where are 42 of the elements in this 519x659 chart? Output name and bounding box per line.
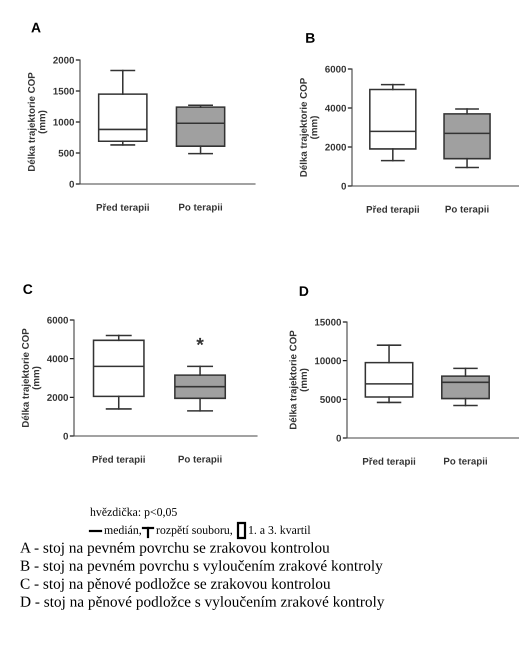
text: D - stoj na pěnové podložce s vyloučením zrakové kontroly — [20, 596, 384, 610]
x-tick-label: Před terapii — [362, 457, 416, 467]
text: C - stoj na pěnové podložce se zrakovou kontrolou — [20, 578, 330, 592]
chart-title: D — [300, 286, 308, 296]
y-axis-title: Délka trajektorie COP (mm) — [28, 72, 48, 172]
x-tick-label: Po terapii — [446, 205, 489, 215]
y-axis-title: Délka trajektorie COP (mm) — [289, 330, 309, 430]
y-tick-label: 1000 — [53, 118, 74, 126]
y-tick-label: 6000 — [325, 66, 346, 73]
y-tick-label: 15000 — [315, 318, 342, 326]
chart-title: C — [23, 284, 32, 294]
text: medián, — [104, 526, 141, 536]
y-axis-title: Délka trajektorie COP (mm) — [22, 328, 42, 428]
y-tick-label: 5000 — [320, 396, 342, 403]
y-axis-title: Délka trajektorie COP (mm) — [300, 78, 320, 177]
x-tick-label: Po terapii — [179, 203, 222, 213]
text: B - stoj na pevném povrchu s vyloučením zrakové kontroly — [20, 560, 383, 574]
y-tick-label: 0 — [69, 180, 74, 188]
y-tick-label: 4000 — [324, 104, 346, 112]
text: hvězdička: p<0,05 — [90, 508, 177, 518]
chart-title: B — [306, 33, 315, 43]
text: rozpětí souboru, — [156, 526, 232, 536]
text: 1. a 3. kvartil — [249, 526, 310, 534]
y-tick-label: 0 — [341, 182, 346, 190]
x-tick-label: Před terapii — [366, 205, 419, 215]
y-tick-label: 6000 — [47, 316, 68, 324]
x-tick-label: Před terapii — [96, 203, 149, 213]
y-tick-label: 2000 — [53, 56, 74, 64]
x-tick-label: Po terapii — [178, 455, 222, 465]
annotation: * — [196, 338, 204, 346]
y-tick-label: 10000 — [315, 357, 342, 364]
y-tick-label: 4000 — [46, 355, 68, 362]
x-tick-label: Po terapii — [444, 457, 487, 467]
x-tick-label: Před terapii — [92, 455, 145, 465]
y-tick-label: 2000 — [325, 144, 346, 151]
y-tick-label: 0 — [336, 434, 342, 442]
chart-title: A — [31, 22, 41, 32]
y-tick-label: 500 — [58, 150, 74, 157]
y-tick-label: 1500 — [53, 88, 74, 95]
y-tick-label: 2000 — [47, 394, 68, 401]
text: A - stoj na pevném povrchu se zrakovou kontrolou — [20, 542, 330, 556]
y-tick-label: 0 — [63, 432, 68, 440]
